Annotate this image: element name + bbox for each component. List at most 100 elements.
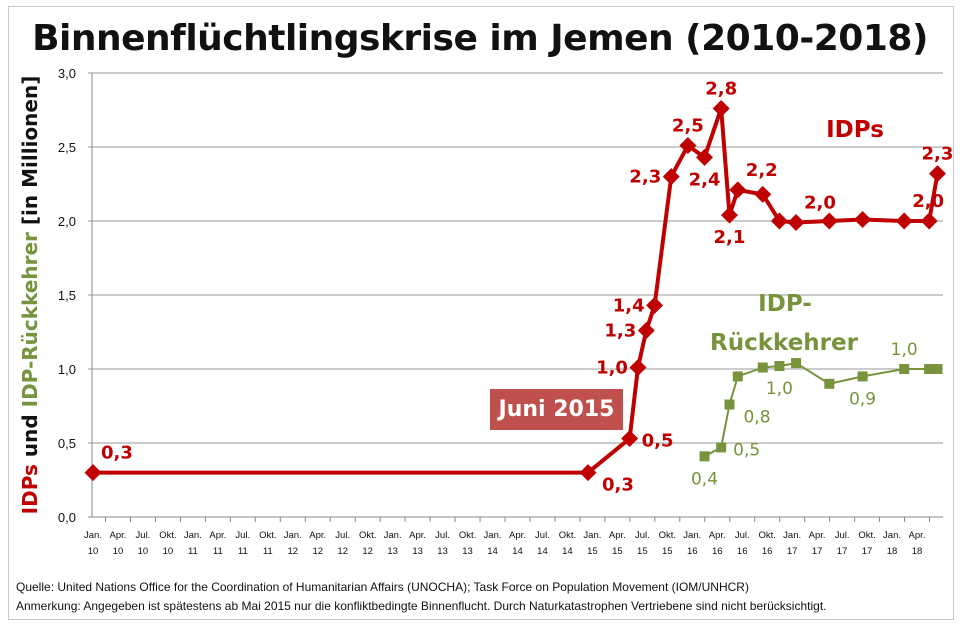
x-tick-year: 12 (287, 546, 298, 557)
data-point-marker (679, 137, 697, 155)
chart-title: Binnenflüchtlingskrise im Jemen (2010-20… (32, 18, 928, 59)
data-point-marker (84, 464, 102, 482)
x-tick-year: 11 (188, 546, 198, 557)
x-tick-month: Apr. (809, 530, 826, 541)
data-label: 2,1 (714, 227, 746, 248)
chart-frame (8, 6, 954, 620)
data-point-marker (696, 148, 714, 166)
y-tick-label: 1,5 (58, 288, 76, 303)
x-tick-year: 18 (887, 546, 898, 557)
x-tick-month: Apr. (609, 530, 626, 541)
x-tick-month: Okt. (459, 530, 476, 541)
x-tick-year: 16 (737, 546, 748, 557)
x-tick-year: 10 (163, 546, 174, 557)
data-label: 2,5 (672, 116, 704, 137)
x-tick-month: Okt. (359, 530, 376, 541)
x-tick-year: 13 (412, 546, 423, 557)
data-point-marker (854, 211, 872, 229)
data-point-marker (932, 364, 943, 374)
data-point-marker (716, 442, 727, 453)
note-text: Anmerkung: Angegeben ist spätestens ab M… (16, 599, 827, 613)
data-label: 2,2 (746, 160, 778, 181)
x-tick-month: Apr. (110, 530, 127, 541)
x-tick-month: Jul. (136, 530, 151, 541)
data-point-marker (787, 213, 805, 231)
x-tick-month: Apr. (509, 530, 526, 541)
x-tick-year: 14 (537, 546, 548, 557)
data-label: 0,4 (691, 469, 718, 489)
data-point-marker (924, 364, 935, 374)
x-tick-month: Okt. (858, 530, 875, 541)
x-tick-month: Jul. (835, 530, 850, 541)
annotation-juni-2015: Juni 2015 (490, 389, 623, 430)
x-tick-year: 14 (512, 546, 523, 557)
data-point-marker (646, 296, 664, 314)
x-tick-year: 11 (213, 546, 223, 557)
data-point-marker (637, 322, 655, 340)
y-tick-label: 2,5 (58, 140, 76, 155)
y-tick-label: 0,5 (58, 436, 76, 451)
x-tick-month: Jul. (535, 530, 550, 541)
x-tick-year: 13 (462, 546, 473, 557)
y-tick-label: 1,0 (58, 362, 76, 377)
x-tick-month: Jan. (583, 530, 601, 541)
x-tick-year: 15 (587, 546, 598, 557)
series-title-returnees: IDP- (758, 291, 812, 317)
x-tick-year: 16 (762, 546, 773, 557)
x-tick-month: Jan. (783, 530, 801, 541)
x-tick-month: Jul. (235, 530, 250, 541)
series-title-returnees: Rückkehrer (710, 330, 859, 356)
x-tick-year: 14 (487, 546, 498, 557)
data-point-marker (629, 359, 647, 377)
data-label: 2,0 (912, 191, 944, 212)
data-label: 2,4 (689, 169, 721, 190)
data-point-marker (662, 168, 680, 186)
x-tick-month: Jan. (84, 530, 102, 541)
x-tick-year: 17 (812, 546, 823, 557)
x-tick-month: Apr. (909, 530, 926, 541)
x-tick-year: 16 (712, 546, 723, 557)
data-label: 2,8 (705, 79, 737, 100)
x-tick-year: 18 (912, 546, 923, 557)
data-point-marker (824, 378, 835, 389)
x-tick-month: Jan. (484, 530, 502, 541)
x-tick-month: Apr. (209, 530, 226, 541)
data-label: 0,9 (849, 389, 876, 409)
data-label: 2,0 (804, 192, 836, 213)
x-tick-month: Okt. (159, 530, 176, 541)
x-tick-year: 17 (837, 546, 848, 557)
x-tick-month: Okt. (259, 530, 276, 541)
x-tick-month: Jul. (435, 530, 450, 541)
data-label: 0,3 (101, 443, 133, 464)
data-point-marker (621, 430, 639, 448)
x-tick-year: 10 (113, 546, 124, 557)
data-point-marker (712, 100, 730, 118)
x-tick-year: 17 (862, 546, 873, 557)
data-point-marker (774, 361, 785, 372)
data-point-marker (757, 362, 768, 373)
x-tick-month: Jan. (883, 530, 901, 541)
data-label: 2,3 (922, 144, 954, 165)
data-point-marker (857, 371, 868, 382)
x-tick-month: Jan. (683, 530, 701, 541)
y-tick-label: 2,0 (58, 214, 76, 229)
y-tick-label: 0,0 (58, 510, 76, 525)
data-label: 1,0 (891, 340, 918, 360)
x-tick-year: 15 (662, 546, 673, 557)
data-label: 0,5 (733, 440, 760, 460)
data-point-marker (791, 358, 802, 369)
data-point-marker (820, 212, 838, 230)
x-tick-month: Jan. (184, 530, 202, 541)
data-label: 1,0 (596, 358, 628, 379)
x-tick-year: 17 (787, 546, 798, 557)
series-title-idps: IDPs (826, 117, 884, 143)
x-tick-year: 11 (263, 546, 273, 557)
data-point-marker (920, 212, 938, 230)
data-label: 0,8 (743, 408, 770, 428)
data-point-marker (895, 212, 913, 230)
x-tick-year: 15 (637, 546, 648, 557)
x-tick-month: Jan. (284, 530, 302, 541)
x-tick-month: Jul. (635, 530, 650, 541)
data-label: 2,3 (629, 167, 661, 188)
